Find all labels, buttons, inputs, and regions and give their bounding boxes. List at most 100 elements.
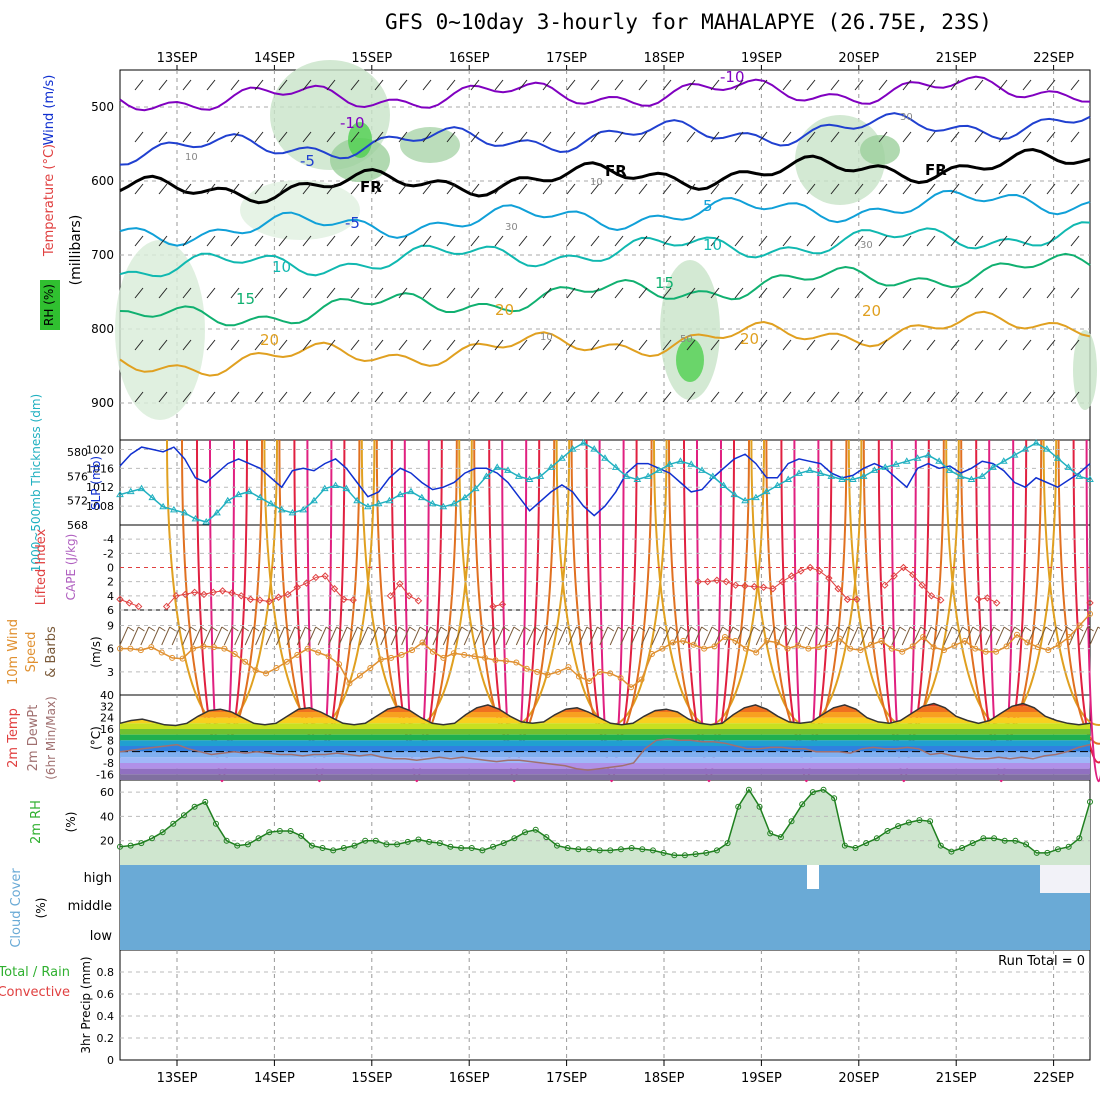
li-marker xyxy=(498,600,507,609)
li-segment xyxy=(408,595,419,602)
wind-barb xyxy=(422,391,432,403)
thickness-line-marker xyxy=(364,502,372,510)
thickness-line-marker xyxy=(698,466,706,473)
rh2m-line-marker xyxy=(948,848,955,855)
wind10-speed-line-marker xyxy=(200,643,207,650)
wind-barb xyxy=(998,235,1008,247)
wind10-speed-line-marker xyxy=(648,651,655,658)
wind10-barb-flag xyxy=(826,626,834,632)
rh2m-line-marker xyxy=(937,842,944,849)
wind-barb xyxy=(302,183,312,195)
wind-barb xyxy=(1070,391,1080,403)
wind-barb xyxy=(710,235,720,247)
wind10-speed-line-marker xyxy=(169,654,176,661)
temp-band xyxy=(120,746,1090,752)
wind10-barb-flag xyxy=(242,626,250,632)
isotherm-label: 20 xyxy=(260,331,279,349)
wind10-barb xyxy=(286,626,296,646)
wind10-speed-line-marker xyxy=(815,644,822,651)
wind10-speed-line-marker xyxy=(867,641,874,648)
wind10-barb xyxy=(213,626,223,646)
wind-barb xyxy=(758,183,768,195)
wind10-barb-flag xyxy=(878,626,886,632)
li-marker xyxy=(853,595,861,604)
wind-barb xyxy=(1022,339,1032,351)
wind-barb xyxy=(518,391,528,403)
isotherm-bulge xyxy=(403,439,430,782)
wind10-barb-flag xyxy=(169,626,176,632)
wind-barb xyxy=(1046,235,1056,247)
wind10-barb-flag xyxy=(889,626,896,632)
wind10-speed-line-marker xyxy=(388,654,395,661)
thickness-line-marker xyxy=(245,487,254,495)
rh2m-line-marker xyxy=(170,820,177,827)
wind10-barb xyxy=(505,626,515,646)
wind-barb xyxy=(566,79,576,91)
isotherm-line xyxy=(119,310,1091,377)
wind-barb xyxy=(638,235,648,247)
wind-barb xyxy=(710,339,720,351)
wind-barb xyxy=(1070,287,1080,299)
wind-barb xyxy=(422,235,432,247)
thickness-tick-label: 580 xyxy=(67,446,88,459)
wind10-barb xyxy=(380,626,390,646)
wind10-barb-flag xyxy=(388,626,396,632)
day-label-bottom: 20SEP xyxy=(838,1071,879,1086)
wind10-barb xyxy=(171,626,181,646)
wind-barb xyxy=(278,391,288,403)
wind-barb xyxy=(782,79,792,91)
slp-tick-label: 1016 xyxy=(86,462,114,475)
temp-tick-label: -16 xyxy=(96,768,114,781)
rh2m-line-marker xyxy=(436,840,443,847)
wind10-speed-line-marker xyxy=(575,673,582,680)
wind10-barb-flag xyxy=(732,626,740,632)
wind10-barb-flag xyxy=(670,626,677,632)
wind10-speed-line-marker xyxy=(711,643,718,650)
rh-shade xyxy=(795,115,885,205)
wind10-barb-flag xyxy=(951,626,959,632)
wind-barb xyxy=(1046,339,1056,351)
wind-barb xyxy=(758,79,768,91)
rh2m-line-marker xyxy=(319,845,326,851)
rh-tick-label: 60 xyxy=(100,786,114,799)
rh-shade xyxy=(240,180,360,240)
wind-barb xyxy=(734,235,744,247)
wind-barb xyxy=(278,235,288,247)
wind-barb xyxy=(902,391,912,403)
wind10-barb xyxy=(401,626,411,646)
li-marker xyxy=(209,588,217,596)
wind-barb xyxy=(542,391,552,403)
wind10-speed-line-marker xyxy=(617,675,624,681)
wind-barb xyxy=(182,287,192,299)
wind10-speed-line-marker xyxy=(888,645,895,652)
wind-barb xyxy=(422,79,432,91)
wind-barb xyxy=(854,391,864,403)
wind10-barb xyxy=(891,626,901,646)
wind10-barb-flag xyxy=(763,626,771,632)
rh2m-line-marker xyxy=(554,842,561,849)
wind-barb xyxy=(950,79,960,91)
thickness-line-marker xyxy=(849,475,857,482)
ylabel-dew2m: 2m DewPt xyxy=(26,705,41,772)
wind10-barb-flag xyxy=(1087,626,1094,632)
wind-barb xyxy=(182,131,192,143)
wind10-speed-line-marker xyxy=(273,664,280,671)
pressure-tick-label: 500 xyxy=(91,100,114,114)
wind-barb xyxy=(374,79,384,91)
wind-barb xyxy=(350,131,360,143)
wind10-speed-line-marker xyxy=(961,637,968,644)
wind10-speed-line-marker xyxy=(127,645,134,652)
wind10-speed-line-marker xyxy=(513,659,520,666)
wind10-speed-line-marker xyxy=(450,650,457,657)
wind-barb xyxy=(974,79,984,91)
rh2m-line xyxy=(119,788,1091,857)
cloud-fill xyxy=(120,865,1090,950)
wind-barb xyxy=(470,287,480,299)
wind10-barb-flag xyxy=(252,626,260,632)
thickness-line-marker xyxy=(514,472,523,479)
wind-barb xyxy=(614,131,624,143)
wind-barb xyxy=(998,131,1008,143)
wind-barb xyxy=(518,287,528,299)
wind-barb xyxy=(590,391,600,403)
thickness-line-marker xyxy=(601,454,609,461)
